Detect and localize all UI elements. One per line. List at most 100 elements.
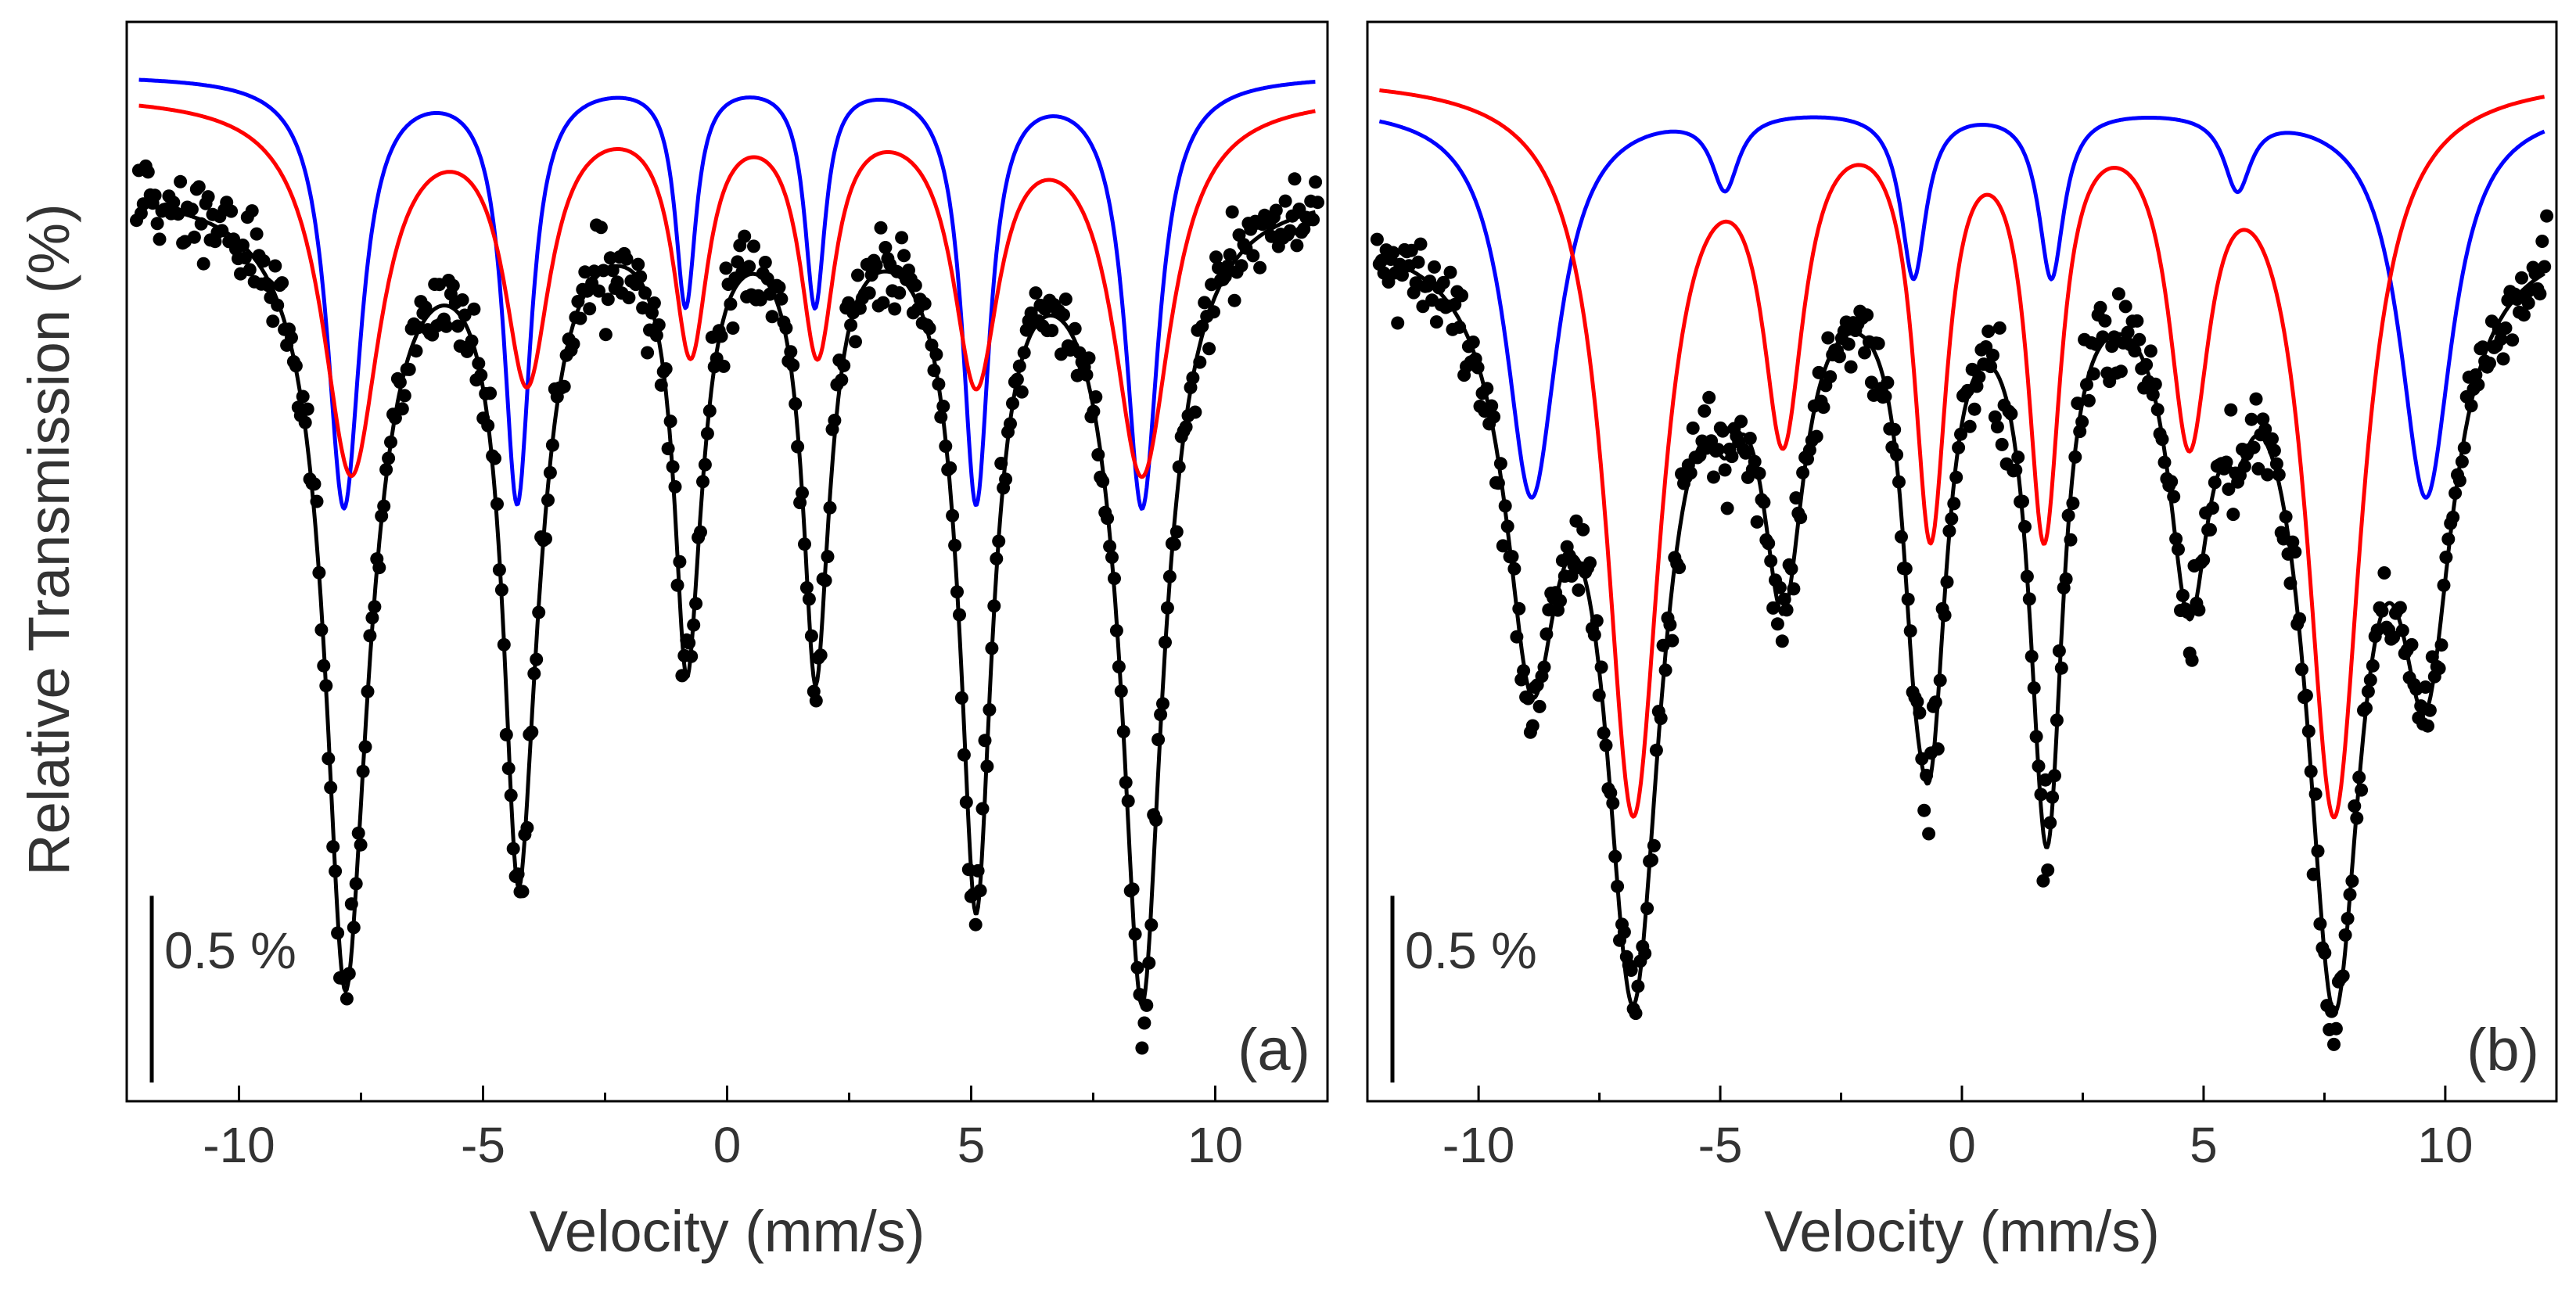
data-point (1770, 617, 1784, 631)
data-point (2224, 403, 2238, 417)
data-point (243, 263, 257, 277)
data-point (2517, 308, 2531, 322)
x-axis-title: Velocity (mm/s) (1764, 1199, 2160, 1264)
data-point (2261, 468, 2275, 482)
data-point (738, 229, 752, 243)
data-point (419, 300, 433, 314)
data-point (1443, 265, 1457, 279)
data-point (1860, 308, 1874, 322)
data-point (2506, 333, 2520, 347)
data-point (1629, 1007, 1643, 1021)
data-point (809, 694, 823, 708)
data-point (2143, 344, 2157, 358)
data-point (2496, 352, 2510, 366)
data-point (2258, 422, 2272, 436)
panel-label: (b) (2466, 1017, 2539, 1083)
data-point (1411, 255, 1425, 269)
data-point (878, 241, 893, 254)
data-point (2387, 630, 2401, 644)
data-point (869, 258, 883, 272)
data-point (1209, 250, 1223, 264)
data-point (1844, 360, 1858, 374)
data-point (2244, 412, 2258, 426)
data-point (1253, 260, 1267, 275)
data-point (2098, 314, 2112, 328)
data-point (610, 275, 624, 289)
x-tick-label: 5 (2190, 1117, 2218, 1173)
data-point (1429, 315, 1443, 329)
x-tick-label: 10 (2417, 1117, 2473, 1173)
data-point (1082, 351, 1096, 365)
data-point (1816, 400, 1831, 415)
data-point (153, 232, 167, 246)
data-point (1707, 470, 1720, 484)
data-point (1386, 246, 1400, 260)
data-point (451, 319, 465, 333)
data-point (1246, 249, 1260, 263)
data-point (1990, 420, 2004, 434)
data-point (1841, 337, 1856, 351)
data-point (2521, 296, 2535, 310)
x-tick-label: 0 (1948, 1117, 1976, 1173)
data-point (1496, 539, 1510, 553)
data-point (968, 917, 983, 931)
data-point (1967, 402, 1981, 416)
panel-a: -10 -5 0 5 10 Velocity (mm/s) (a) 0.5 % (125, 20, 1329, 1264)
data-point (1283, 224, 1297, 238)
data-point (731, 255, 745, 269)
data-point (1917, 803, 1931, 817)
data-point (622, 291, 636, 305)
data-point (2256, 412, 2270, 426)
data-point (1775, 634, 1789, 648)
data-point (2041, 863, 2055, 877)
data-point (1716, 424, 1730, 438)
data-point (150, 217, 164, 231)
data-point (1135, 1041, 1149, 1055)
data-point (2535, 235, 2549, 248)
plot-frame-b (1366, 20, 2558, 1103)
data-point (455, 293, 469, 307)
data-point (245, 204, 259, 218)
data-point (275, 276, 289, 290)
data-point (1572, 583, 1586, 597)
data-point (2419, 680, 2433, 694)
data-point (1381, 275, 1396, 289)
panel-label: (a) (1238, 1017, 1310, 1083)
data-point (620, 252, 634, 266)
data-point (895, 231, 909, 245)
data-point (2329, 1021, 2343, 1036)
data-point (1269, 203, 1283, 217)
data-point (2483, 356, 2496, 370)
data-point (1223, 248, 1237, 262)
data-point (2114, 364, 2128, 379)
data-point (1396, 268, 1409, 282)
data-point (467, 302, 481, 316)
x-tick-label: -5 (461, 1117, 505, 1173)
data-point (185, 203, 199, 217)
red-subspectrum-line-a (138, 103, 1317, 479)
fit-total-line-a (138, 203, 1317, 1007)
data-point (192, 180, 206, 194)
data-point (2538, 260, 2552, 274)
data-point (874, 221, 888, 235)
data-point (266, 314, 280, 328)
data-point (1576, 522, 1590, 537)
fit-total-line-b (1378, 255, 2545, 1015)
data-point (765, 310, 779, 324)
data-point (1986, 348, 1999, 362)
data-point (2515, 271, 2528, 285)
data-point (1532, 699, 1547, 713)
data-point (2226, 508, 2240, 522)
data-point (2130, 314, 2144, 328)
data-point (2494, 332, 2508, 346)
data-point (1414, 237, 1428, 251)
data-point (2118, 300, 2132, 314)
scale-bar-label: 0.5 % (164, 921, 296, 979)
data-point (174, 174, 188, 188)
data-point (1309, 175, 1323, 189)
blue-subspectrum-line-b (1378, 115, 2545, 500)
panel-b: -10 -5 0 5 10 Velocity (mm/s) (b) 0.5 % (1366, 20, 2558, 1264)
data-point (1821, 331, 1835, 345)
data-point (1525, 719, 1539, 733)
data-point (631, 257, 645, 271)
